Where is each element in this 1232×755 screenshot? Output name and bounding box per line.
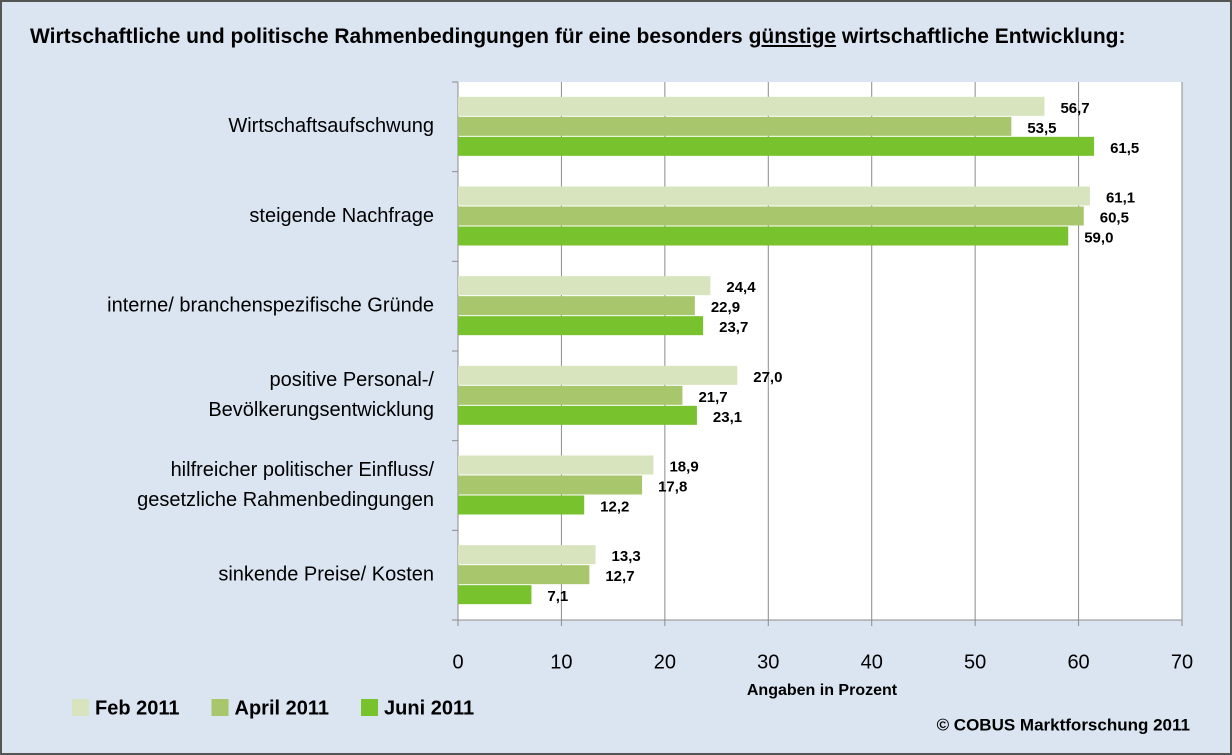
x-tick-label: 60 [1067, 651, 1089, 673]
data-label: 27,0 [753, 369, 782, 386]
data-label: 60,5 [1100, 209, 1129, 226]
chart-title: Wirtschaftliche und politische Rahmenbed… [30, 22, 1210, 52]
title-part: Wirtschaftliche und politische Rahmenbed… [30, 25, 743, 48]
y-tick-label: gesetzliche Rahmenbedingungen [137, 489, 434, 511]
legend-label: April 2011 [235, 697, 330, 719]
bar [458, 226, 1069, 246]
y-tick-label: interne/ branchenspezifische Gründe [107, 294, 434, 316]
bar [458, 296, 695, 316]
bar [458, 565, 590, 585]
bar [458, 365, 738, 385]
x-tick-label: 30 [757, 651, 779, 673]
y-tick-label: steigende Nachfrage [249, 205, 434, 227]
data-label: 53,5 [1027, 120, 1056, 137]
data-label: 13,3 [612, 548, 641, 565]
plot-area [458, 82, 1182, 620]
legend-swatch [361, 699, 379, 716]
bar [458, 585, 532, 605]
data-label: 23,7 [719, 319, 748, 336]
x-tick-label: 20 [654, 651, 676, 673]
legend-label: Juni 2011 [384, 697, 474, 719]
bar [458, 405, 697, 425]
data-label: 12,7 [605, 568, 634, 585]
x-tick-label: 10 [550, 651, 572, 673]
legend-label: Feb 2011 [95, 697, 180, 719]
y-tick-label: Bevölkerungsentwicklung [208, 399, 434, 421]
x-tick-label: 0 [452, 651, 463, 673]
bar [458, 475, 643, 495]
legend-swatch [72, 699, 89, 716]
bar [458, 385, 683, 405]
legend-swatch [211, 699, 229, 716]
y-tick-label: positive Personal-/ [269, 369, 434, 391]
data-label: 21,7 [698, 389, 727, 406]
bar [458, 316, 704, 336]
x-tick-label: 50 [964, 651, 986, 673]
data-label: 56,7 [1060, 100, 1089, 117]
source: © COBUS Marktforschung 2011 [937, 715, 1190, 734]
bar [458, 455, 654, 475]
data-label: 24,4 [726, 279, 756, 296]
bar [458, 206, 1084, 226]
bar [458, 276, 711, 296]
title-emphasis: günstige [748, 25, 837, 48]
bar [458, 545, 596, 565]
data-label: 12,2 [600, 498, 629, 515]
data-label: 59,0 [1084, 229, 1113, 246]
bar [458, 186, 1090, 206]
bar [458, 136, 1095, 156]
x-tick-label: 70 [1171, 651, 1193, 673]
x-axis-label: Angaben in Prozent [747, 682, 898, 699]
data-label: 18,9 [669, 458, 698, 475]
bar [458, 495, 585, 515]
y-tick-label: hilfreicher politischer Einfluss/ [171, 459, 435, 481]
data-label: 22,9 [711, 299, 740, 316]
data-label: 61,5 [1110, 140, 1139, 157]
x-tick-label: 40 [861, 651, 883, 673]
y-tick-label: sinkende Preise/ Kosten [218, 563, 434, 585]
data-label: 7,1 [547, 588, 568, 605]
bar [458, 96, 1045, 116]
title-part: wirtschaftliche Entwicklung: [841, 25, 1126, 48]
data-label: 61,1 [1106, 189, 1135, 206]
y-tick-label: Wirtschaftsaufschwung [228, 115, 434, 137]
data-label: 23,1 [713, 409, 742, 426]
data-label: 17,8 [658, 478, 687, 495]
bar [458, 116, 1012, 136]
